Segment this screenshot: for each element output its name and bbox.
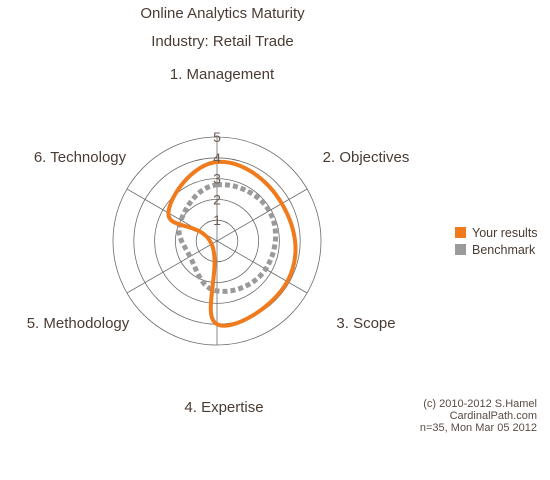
legend-item-your-results: Your results [455, 224, 538, 241]
axis-label-1: 1. Management [170, 66, 275, 83]
credit-line-1: (c) 2010-2012 S.Hamel [423, 398, 537, 410]
legend-swatch-benchmark [455, 244, 466, 255]
legend-label-your-results: Your results [472, 225, 538, 240]
legend: Your results Benchmark [455, 224, 538, 258]
legend-label-benchmark: Benchmark [472, 242, 536, 257]
axis-label-3: 3. Scope [336, 315, 395, 332]
axis-label-6: 6. Technology [34, 149, 127, 166]
axis-label-5: 5. Methodology [27, 315, 130, 332]
axis-label-2: 2. Objectives [323, 149, 410, 166]
tick-label-5: 5 [213, 129, 221, 145]
grid-spoke-3 [216, 240, 308, 294]
series-line-your-results [166, 159, 298, 328]
tick-label-2: 2 [213, 191, 221, 207]
series-line-benchmark [176, 182, 279, 294]
chart-title: Online Analytics Maturity [140, 5, 305, 22]
grid-spoke-2 [216, 188, 308, 242]
tick-label-4: 4 [213, 150, 221, 166]
credit-line-2: CardinalPath.com [449, 410, 537, 422]
legend-item-benchmark: Benchmark [455, 241, 538, 258]
tick-label-3: 3 [213, 171, 221, 187]
credit-block: (c) 2010-2012 S.Hamel CardinalPath.com n… [420, 398, 537, 434]
axis-label-4: 4. Expertise [184, 399, 263, 416]
chart-subtitle: Industry: Retail Trade [151, 33, 294, 50]
credit-line-3: n=35, Mon Mar 05 2012 [419, 422, 537, 434]
tick-label-1: 1 [213, 212, 221, 228]
legend-swatch-your-results [455, 227, 466, 238]
grid-spoke-5 [126, 240, 218, 294]
